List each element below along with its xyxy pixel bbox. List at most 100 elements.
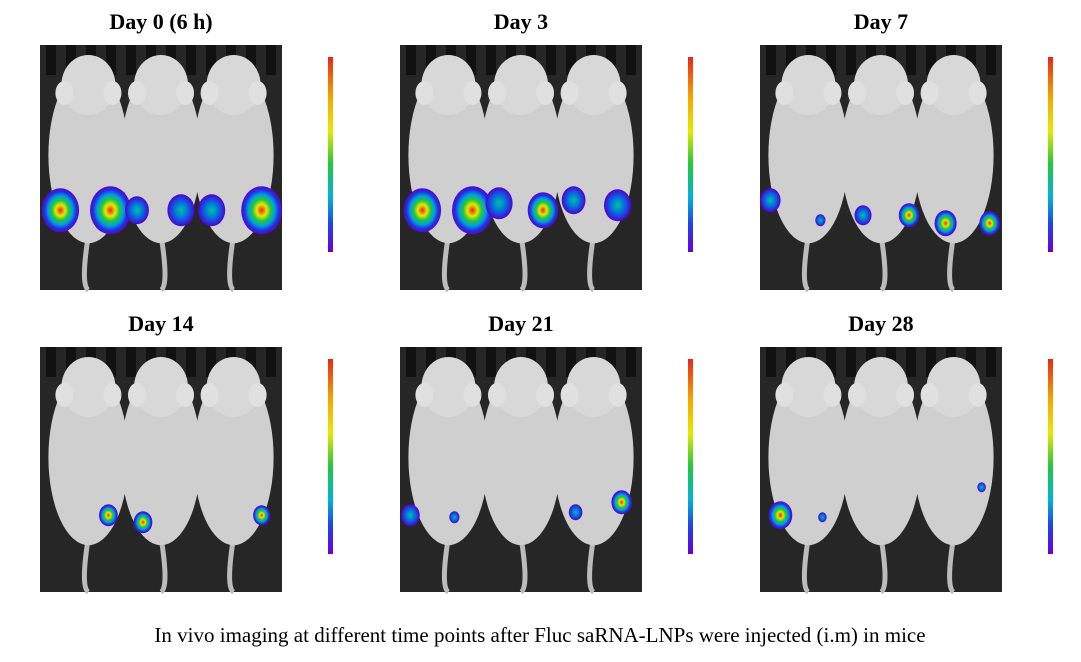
signal [253,505,271,526]
mouse-body [48,369,129,546]
cage-bar [626,347,636,377]
cage-bar [986,45,996,75]
cage-bar [786,347,796,377]
cage-bar [766,45,776,75]
cage-bar [986,347,996,377]
cage-bar [906,347,916,377]
signal [485,187,513,220]
mouse-ear [248,81,267,105]
cage-bar [246,45,256,75]
mouse-ear [128,81,146,105]
mouse-head [61,55,116,115]
cage-bar [786,45,796,75]
cage-bar [846,347,856,377]
cage-bar [906,45,916,75]
panel: Day 28 [760,311,1053,595]
signal [99,504,118,527]
signal [979,211,1000,236]
cage-bar [966,347,976,377]
cage-bar [106,347,116,377]
signal [403,188,442,233]
mouse-head [134,55,188,115]
panel: Day 21 [400,311,693,595]
cage-bar [246,347,256,377]
panel-title: Day 3 [494,9,548,34]
mouse-head [494,357,548,417]
color-scale [1048,57,1053,252]
cage-bar [826,45,836,75]
cage-bar [626,45,636,75]
signal [898,203,920,228]
mouse-ear [128,383,146,407]
signal [125,196,149,225]
signal [452,186,493,235]
cage-bar [486,347,496,377]
cage-bar [546,45,556,75]
mouse-body [121,369,201,546]
cage-bar [106,45,116,75]
panel-title: Day 21 [488,311,553,336]
mouse-body [481,369,561,546]
mouse-ear [608,383,627,407]
mouse-head [134,357,188,417]
mouse-head [566,357,621,417]
signal [198,194,226,227]
mouse-ear [463,383,482,407]
mouse-ear [488,383,506,407]
cage-bar [66,45,76,75]
mouse-ear [823,81,842,105]
mouse-body [913,369,994,546]
mouse-head [854,55,908,115]
color-scale [328,359,333,554]
cage-bar [926,347,936,377]
signal [133,511,153,534]
mouse-ear [560,383,579,407]
mouse-ear [415,383,434,407]
mouse-ear [920,81,939,105]
panel-title: Day 14 [128,311,193,336]
signal [561,186,586,215]
cage-bar [426,347,436,377]
signal [41,188,80,233]
panel-title: Day 7 [854,9,908,34]
signal [854,205,872,226]
signal [604,189,632,222]
signal [760,188,781,213]
cage-bar [186,45,196,75]
mouse-head [206,357,261,417]
signal [934,210,957,237]
cage-bar [566,45,576,75]
cage-bar [206,347,216,377]
mouse-ear [536,383,554,407]
signal [568,504,583,521]
mouse-head [206,55,261,115]
mouse-body [768,369,849,546]
signal [768,501,793,530]
mouse-ear [896,383,914,407]
cage-bar [566,347,576,377]
panel-title: Day 0 (6 h) [109,9,212,34]
mouse-head [926,55,981,115]
panel: Day 14 [40,311,333,595]
cage-bar [406,347,416,377]
mouse-head [566,55,621,115]
mouse-ear [560,81,579,105]
mouse-ear [463,81,482,105]
panel-title: Day 28 [848,311,913,336]
signal [611,490,632,515]
cage-bar [766,347,776,377]
mouse-ear [488,81,506,105]
mouse-ear [176,81,194,105]
cage-bar [426,45,436,75]
mouse-body [768,67,849,244]
mouse-ear [176,383,194,407]
signal [818,512,827,523]
cage-bar [606,347,616,377]
color-scale [328,57,333,252]
mouse-body [408,369,489,546]
signal [90,186,131,235]
signal [449,511,460,524]
mouse-ear [415,81,434,105]
mouse-body [841,67,921,244]
